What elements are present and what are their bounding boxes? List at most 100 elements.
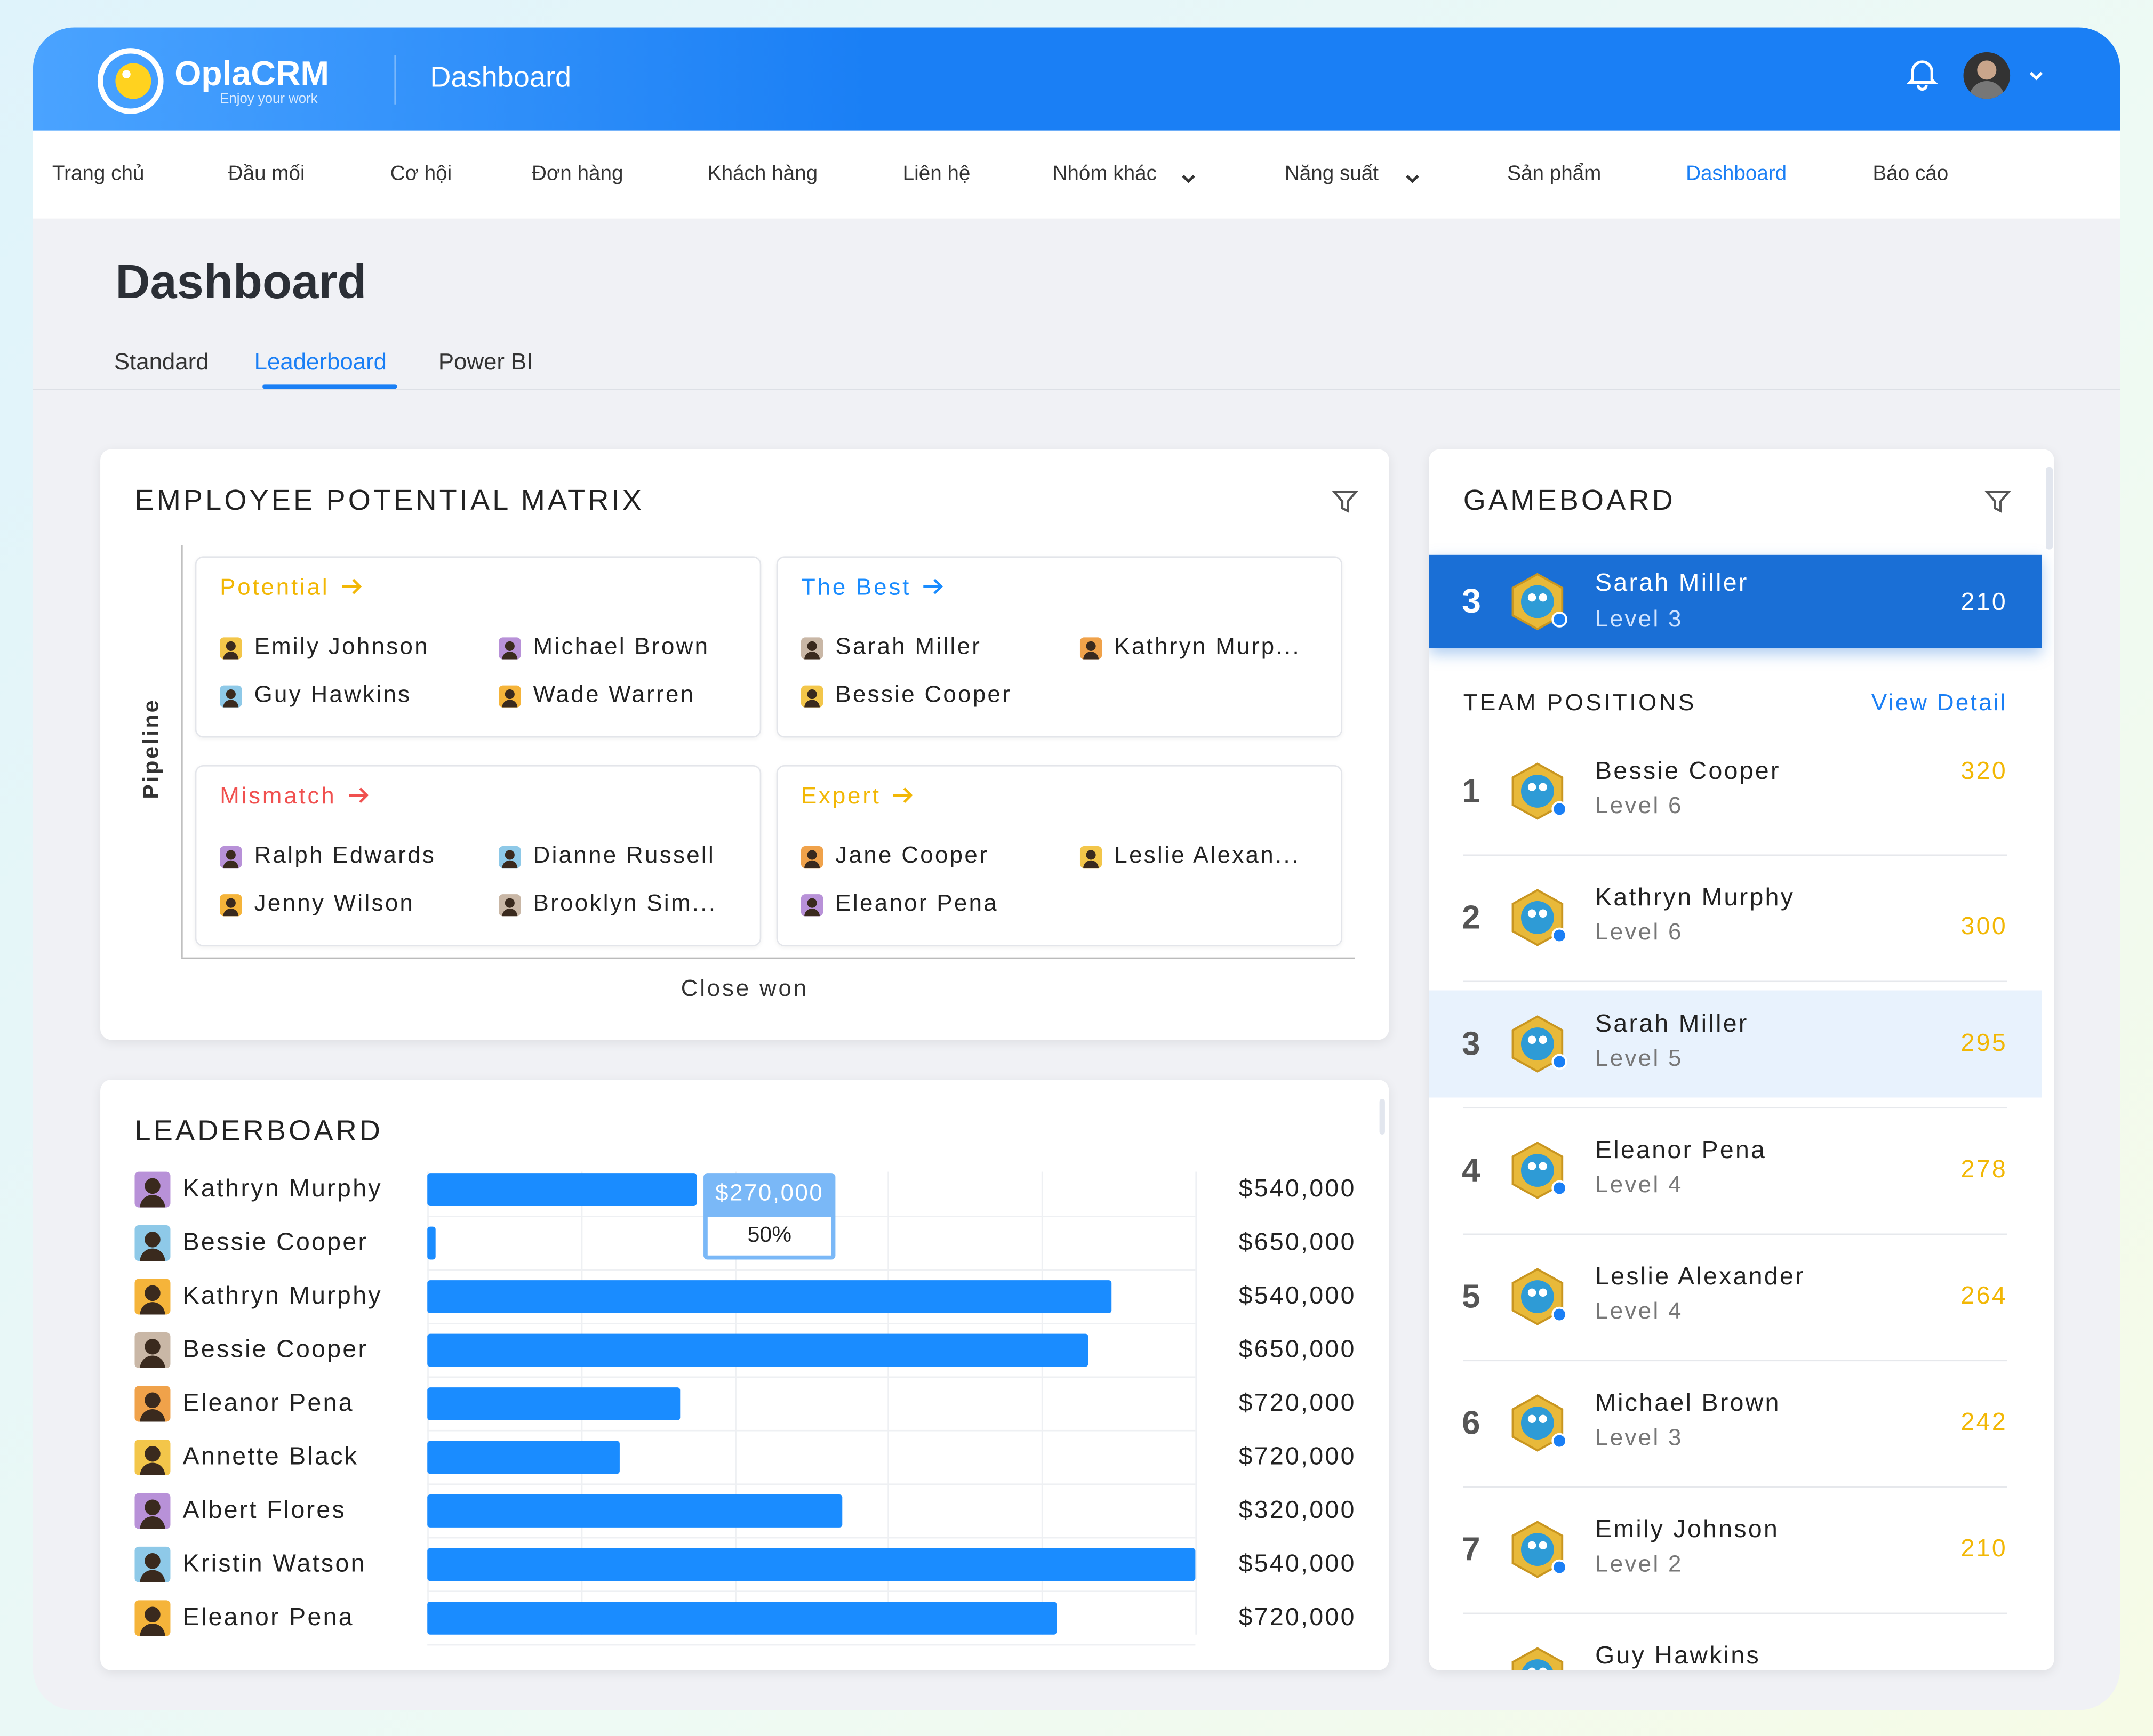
- app-frame: OplaCRM Enjoy your work Dashboard Trang chủ…: [33, 27, 2120, 1710]
- gameboard-card: GAMEBOARD 3 Sarah Miller Level 3 210 TEAM POS…: [1429, 449, 2054, 1670]
- nav-item[interactable]: Sản phẩm: [1507, 162, 1602, 186]
- grid-line: [1195, 1171, 1197, 1635]
- gameboard-title: GAMEBOARD: [1463, 485, 1676, 517]
- nav-chevron[interactable]: [1404, 167, 1421, 183]
- team-points: 210: [1960, 1534, 2007, 1562]
- header-divider: [394, 55, 396, 105]
- team-rank: 7: [1462, 1531, 1480, 1569]
- nav-item[interactable]: Đầu mối: [228, 162, 305, 186]
- level-badge: [1509, 1014, 1569, 1074]
- nav-chevron[interactable]: [1180, 167, 1197, 183]
- team-rank: 5: [1462, 1279, 1480, 1316]
- nav-item[interactable]: Dashboard: [1686, 162, 1787, 186]
- team-name: Guy Hawkins: [1595, 1641, 1761, 1669]
- person-name: Wade Warren: [533, 681, 695, 708]
- nav-item[interactable]: Liên hệ: [902, 162, 971, 186]
- nav-item[interactable]: Trang chủ: [52, 162, 145, 186]
- quadrant: Potential Emily Johnson Michael Brown Guy H…: [195, 556, 762, 738]
- nav-item[interactable]: Đơn hàng: [532, 162, 623, 186]
- team-level: Level 4: [1595, 1171, 1683, 1198]
- nav-item[interactable]: Cơ hội: [390, 162, 452, 186]
- person-name: Eleanor Pena: [835, 890, 999, 917]
- arrow-icon: [892, 783, 914, 809]
- tab[interactable]: Power BI: [438, 349, 533, 375]
- filter-button[interactable]: [1984, 488, 2012, 516]
- amount: $720,000: [1238, 1603, 1356, 1631]
- team-row: 6 Michael Brown Level 3 242: [1429, 1360, 2042, 1477]
- tab[interactable]: Leaderboard: [254, 349, 387, 375]
- bar[interactable]: [427, 1333, 1088, 1367]
- leaderboard-title: LEADERBOARD: [134, 1115, 383, 1147]
- person-name: Bessie Cooper: [835, 681, 1012, 708]
- row-divider: [1463, 1486, 2007, 1488]
- header-page: Dashboard: [430, 61, 572, 94]
- person-name: Michael Brown: [533, 633, 710, 660]
- bar[interactable]: [427, 1548, 1196, 1581]
- row-divider: [427, 1644, 1196, 1646]
- person-name: Jenny Wilson: [254, 890, 415, 917]
- level-badge: [1509, 761, 1569, 821]
- section-title: TEAM POSITIONS: [1463, 689, 1697, 716]
- amount: $540,000: [1238, 1549, 1356, 1577]
- bar[interactable]: [427, 1494, 842, 1528]
- avatar: [220, 685, 242, 708]
- amount: $540,000: [1238, 1281, 1356, 1309]
- bar[interactable]: [427, 1387, 681, 1420]
- filter-button[interactable]: [1331, 488, 1359, 516]
- team-rank: 4: [1462, 1152, 1480, 1190]
- level-badge: [1509, 887, 1569, 947]
- user-avatar[interactable]: [1963, 52, 2011, 99]
- avatar: [134, 1546, 171, 1582]
- tab[interactable]: Standard: [114, 349, 209, 375]
- quadrant-title: Expert: [801, 783, 914, 810]
- bar[interactable]: [427, 1441, 620, 1474]
- person-name: Guy Hawkins: [254, 681, 412, 708]
- y-axis-label: Pipeline: [140, 698, 164, 799]
- current-player: 3 Sarah Miller Level 3 210: [1429, 554, 2042, 649]
- nav-item[interactable]: Báo cáo: [1872, 162, 1949, 186]
- avatar: [220, 846, 242, 869]
- team-level: Level 3: [1595, 1424, 1683, 1451]
- matrix-card: EMPLOYEE POTENTIAL MATRIX Pipeline Close w…: [100, 449, 1389, 1040]
- tooltip-amount: $270,000: [715, 1180, 824, 1206]
- amount: $320,000: [1238, 1496, 1356, 1524]
- avatar: [499, 894, 521, 917]
- leaderboard-name: Albert Flores: [182, 1496, 347, 1524]
- row-divider: [427, 1537, 1196, 1539]
- nav-item[interactable]: Nhóm khác: [1052, 162, 1157, 186]
- bar[interactable]: [427, 1280, 1111, 1313]
- arrow-icon: [922, 574, 944, 600]
- leaderboard-name: Bessie Cooper: [182, 1335, 369, 1363]
- nav-item[interactable]: Năng suất: [1284, 162, 1379, 186]
- logo-tagline: Enjoy your work: [220, 92, 318, 107]
- bar[interactable]: [427, 1601, 1058, 1635]
- nav-item[interactable]: Khách hàng: [707, 162, 818, 186]
- x-axis-label: Close won: [681, 975, 809, 1002]
- bar[interactable]: [427, 1173, 697, 1206]
- page-title: Dashboard: [115, 255, 367, 309]
- scrollbar: [1379, 1099, 1385, 1135]
- logo-icon: [93, 44, 167, 118]
- tab-underline: [262, 384, 397, 389]
- avatar: [134, 1493, 171, 1529]
- grid-line: [888, 1171, 890, 1635]
- avatar: [134, 1225, 171, 1261]
- leaderboard-name: Eleanor Pena: [182, 1388, 354, 1417]
- team-points: 242: [1960, 1408, 2007, 1436]
- team-name: Bessie Cooper: [1595, 757, 1781, 785]
- person-name: Emily Johnson: [254, 633, 429, 660]
- level-badge: [1509, 1645, 1569, 1670]
- row-divider: [427, 1483, 1196, 1485]
- bar[interactable]: [427, 1226, 435, 1260]
- team-row: Guy Hawkins: [1429, 1612, 2042, 1670]
- row-divider: [1463, 1360, 2007, 1362]
- notification-bell[interactable]: [1904, 55, 1940, 91]
- scrollbar: [2046, 467, 2053, 550]
- arrow-icon: [340, 574, 362, 600]
- person-name: Sarah Miller: [835, 633, 982, 660]
- account-chevron[interactable]: [2028, 65, 2045, 81]
- person-name: Kathryn Murp...: [1114, 633, 1301, 660]
- view-detail-link[interactable]: View Detail: [1871, 689, 2007, 716]
- person-name: Jane Cooper: [835, 842, 989, 869]
